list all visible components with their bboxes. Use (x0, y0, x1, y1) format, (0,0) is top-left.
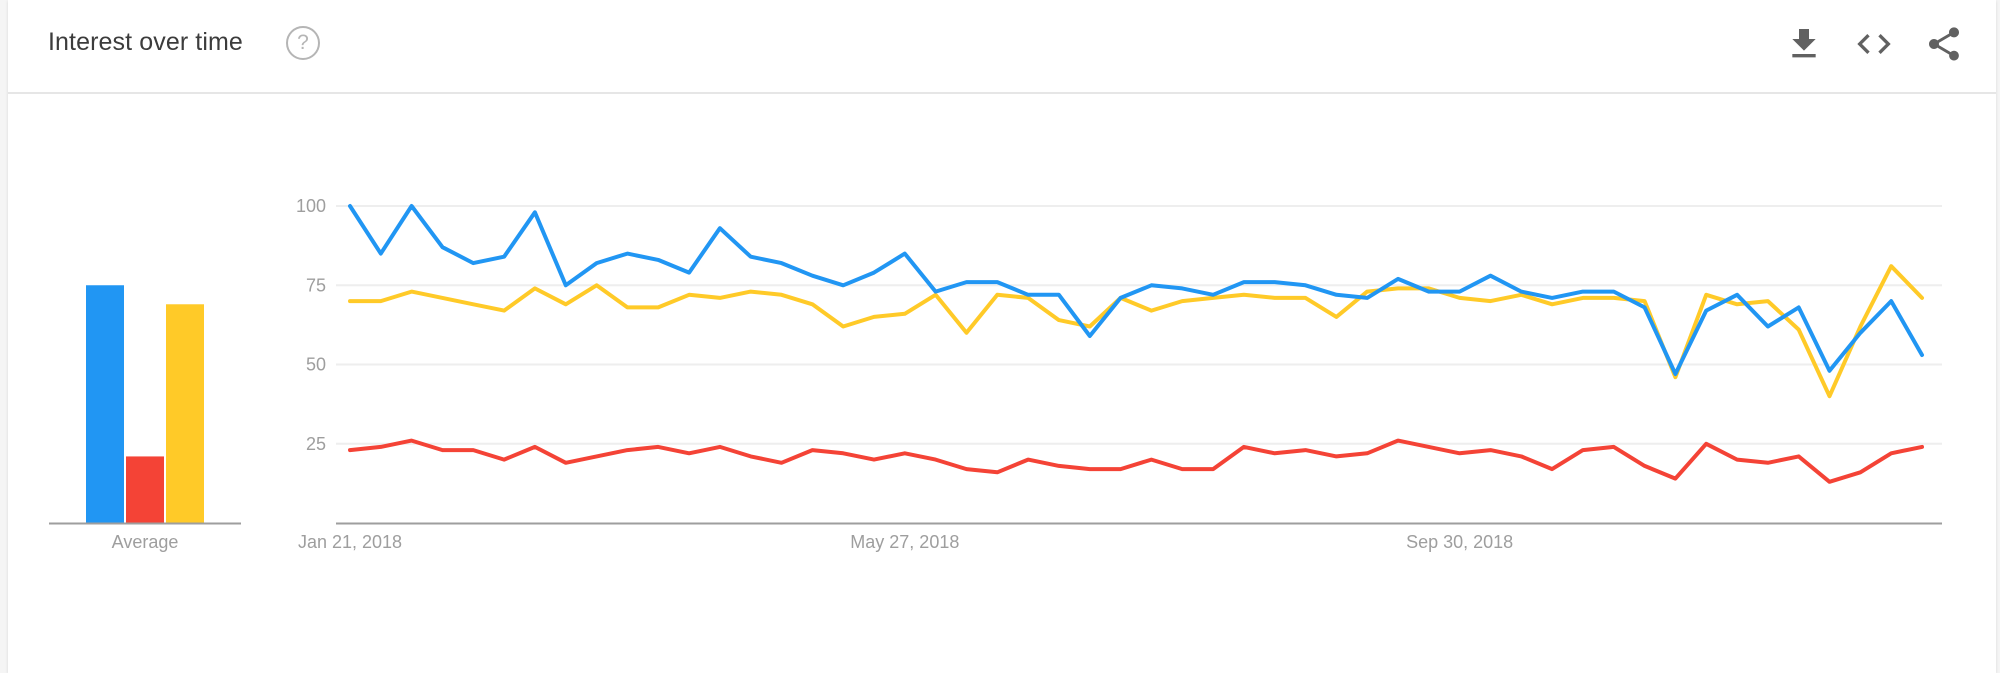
average-label: Average (112, 532, 179, 552)
average-bar-3 (166, 304, 204, 523)
y-tick-label-25: 25 (306, 434, 326, 454)
download-icon[interactable] (1784, 24, 1824, 64)
interest-over-time-card: Interest over time ? Average 25 50 75 100 Jan… (8, 0, 1996, 673)
series-line-2 (348, 438, 1924, 484)
card-title: Interest over time (48, 28, 243, 56)
share-icon[interactable] (1924, 24, 1964, 64)
embed-code-icon[interactable] (1854, 24, 1894, 64)
x-tick-label-1: Jan 21, 2018 (298, 532, 402, 552)
help-circle-icon[interactable]: ? (286, 26, 320, 60)
y-tick-label-50: 50 (306, 355, 326, 375)
average-bar-1 (86, 285, 124, 523)
y-tick-label-100: 100 (296, 196, 326, 216)
y-tick-label-75: 75 (306, 275, 326, 295)
average-bar-2 (126, 456, 164, 523)
trend-chart: Average 25 50 75 100 Jan 21, 2018 May 27, 2018… (49, 196, 1942, 552)
card-header: Interest over time ? (8, 0, 1996, 94)
x-tick-label-2: May 27, 2018 (850, 532, 959, 552)
x-tick-label-3: Sep 30, 2018 (1406, 532, 1513, 552)
series-line-1 (348, 204, 1924, 376)
